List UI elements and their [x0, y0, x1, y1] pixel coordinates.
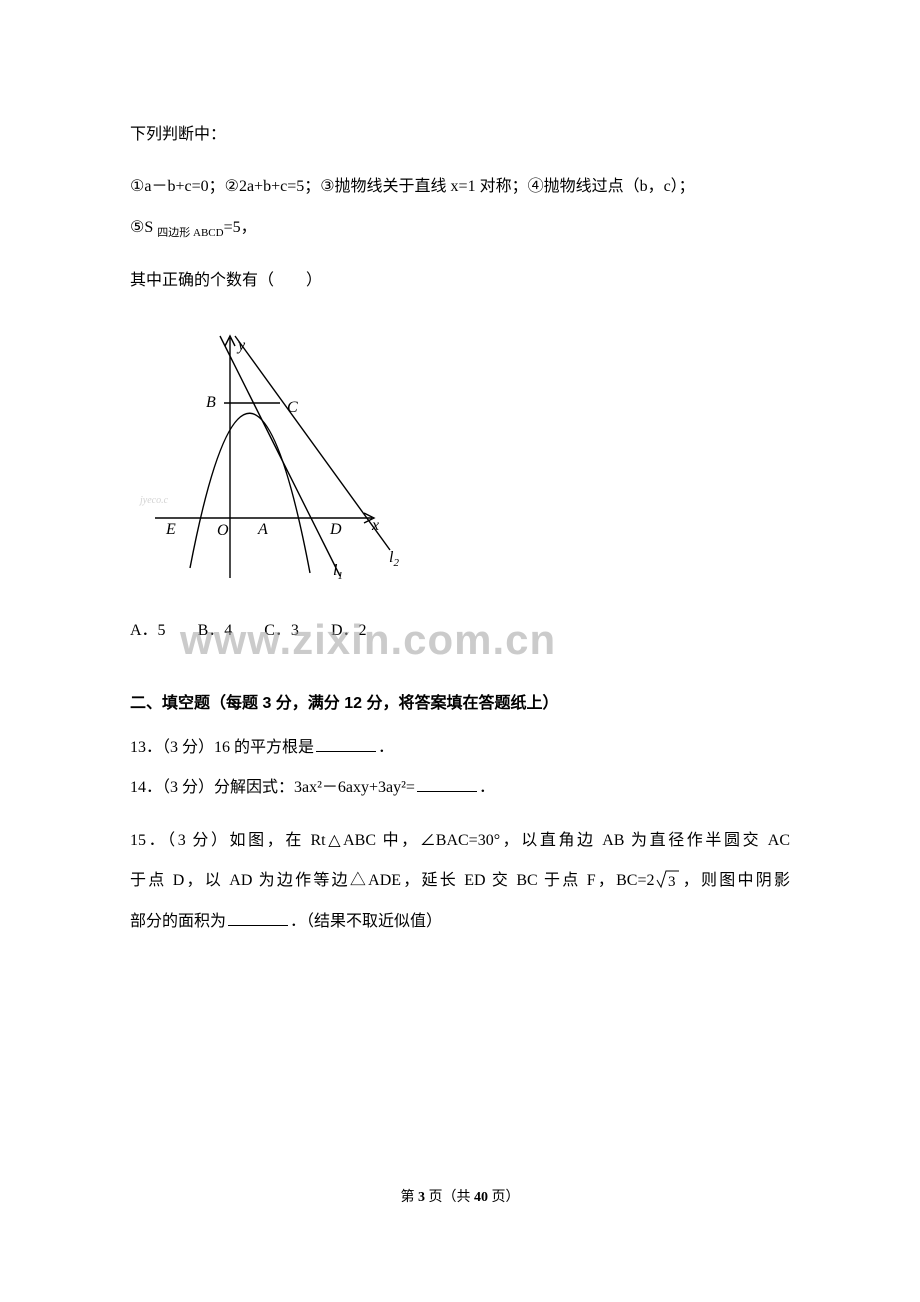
option-d: D．2	[331, 622, 367, 639]
options-row: A．5 B．4 C．3 D．2	[130, 616, 790, 646]
statements-line-2: ⑤S 四边形 ABCD=5，	[130, 213, 790, 244]
q14: 14．（3 分）分解因式：3ax²－6axy+3ay²= ．	[130, 773, 790, 803]
q15-line2: 于点 D，以 AD 为边作等边△ADE，延长 ED 交 BC 于点 F，BC=2…	[130, 866, 790, 896]
footer-suffix: 页）	[488, 1190, 520, 1205]
q15-blank	[228, 912, 288, 926]
sqrt-3: 3	[654, 866, 680, 896]
q15-line3-b: ．（结果不取近似值）	[290, 913, 442, 930]
question-line: 其中正确的个数有（ ）	[130, 266, 790, 296]
footer-mid: 页（共	[425, 1190, 474, 1205]
option-a: A．5	[130, 622, 166, 639]
label-B: B	[206, 394, 216, 411]
label-x: x	[371, 517, 379, 534]
label-y: y	[236, 337, 246, 354]
q15-line3-a: 部分的面积为	[130, 913, 226, 930]
footer-total: 40	[474, 1190, 488, 1205]
label-C: C	[287, 399, 298, 416]
option-c: C．3	[264, 622, 299, 639]
q14-after: ．	[479, 779, 495, 796]
parabola-diagram: y x O A B C D E l1 l2	[150, 318, 410, 608]
q13-after: ．	[378, 739, 394, 756]
q15-line2-a: 于点 D，以 AD 为边作等边△ADE，延长 ED 交 BC 于点 F，BC=2	[130, 872, 654, 889]
svg-text:3: 3	[668, 874, 676, 889]
q15-line1: 15．（3 分）如图，在 Rt△ABC 中，∠BAC=30°，以直角边 AB 为…	[130, 826, 790, 856]
label-E: E	[165, 521, 176, 538]
q14-before: 14．（3 分）分解因式：3ax²－6axy+3ay²=	[130, 779, 415, 796]
section-2-title: 二、填空题（每题 3 分，满分 12 分，将答案填在答题纸上）	[130, 689, 790, 719]
parabola	[190, 413, 310, 573]
stem-line: 下列判断中：	[130, 120, 790, 150]
stmt5-sub: 四边形 ABCD	[157, 227, 223, 239]
q13: 13．（3 分）16 的平方根是 ．	[130, 733, 790, 763]
statements-line-1: ①a－b+c=0；②2a+b+c=5；③抛物线关于直线 x=1 对称；④抛物线过…	[130, 172, 790, 202]
label-l1: l1	[333, 562, 343, 582]
label-A: A	[257, 521, 268, 538]
label-l2: l2	[389, 549, 399, 569]
q13-before: 13．（3 分）16 的平方根是	[130, 739, 314, 756]
q13-blank	[316, 738, 376, 752]
stmt5-prefix: ⑤S	[130, 219, 157, 236]
figure-container: y x O A B C D E l1 l2	[150, 318, 410, 608]
footer-page: 3	[418, 1190, 425, 1205]
label-O: O	[217, 522, 229, 539]
stmt5-suffix: =5，	[224, 219, 257, 236]
q14-blank	[417, 778, 477, 792]
footer-prefix: 第	[401, 1190, 419, 1205]
page-footer: 第 3 页（共 40 页）	[0, 1185, 920, 1212]
q15-line2-b: ，则图中阴影	[680, 872, 790, 889]
option-b: B．4	[198, 622, 233, 639]
q15-line3: 部分的面积为 ．（结果不取近似值）	[130, 907, 790, 937]
label-D: D	[329, 521, 342, 538]
